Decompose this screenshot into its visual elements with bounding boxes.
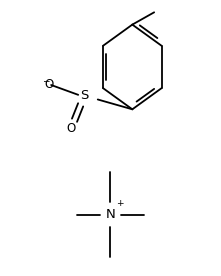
Text: O: O: [44, 78, 53, 91]
Text: −: −: [42, 77, 50, 86]
Text: S: S: [80, 89, 88, 102]
Text: N: N: [106, 208, 115, 221]
Text: +: +: [116, 200, 124, 208]
Text: O: O: [67, 122, 76, 135]
